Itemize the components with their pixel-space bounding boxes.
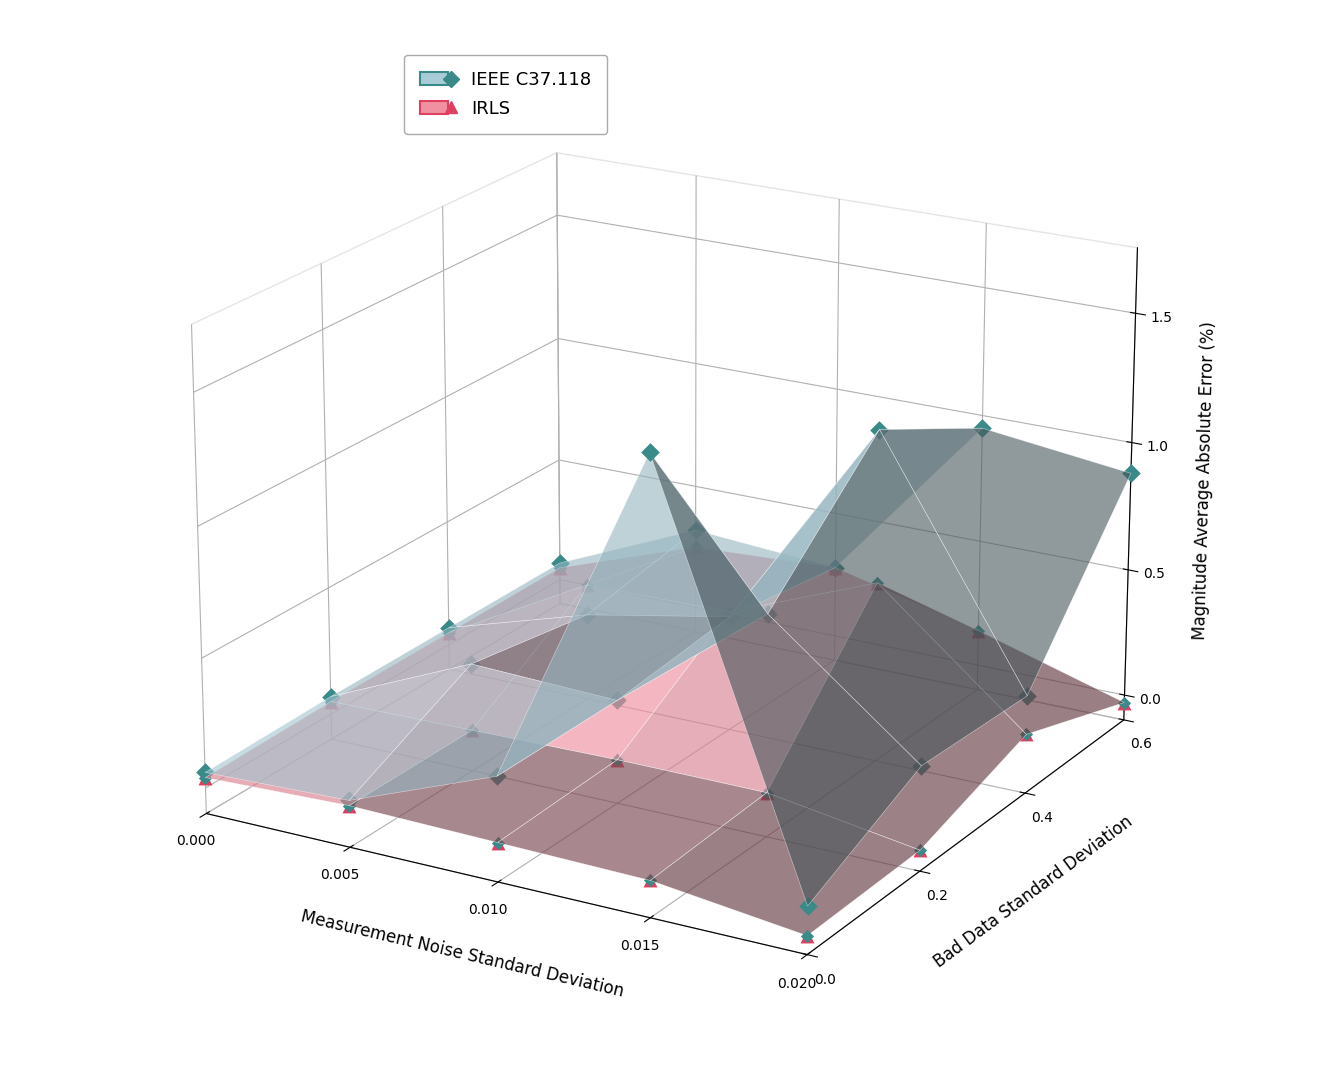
Y-axis label: Bad Data Standard Deviation: Bad Data Standard Deviation	[931, 812, 1135, 971]
X-axis label: Measurement Noise Standard Deviation: Measurement Noise Standard Deviation	[298, 908, 626, 1001]
Legend: IEEE C37.118, IRLS: IEEE C37.118, IRLS	[404, 54, 607, 134]
